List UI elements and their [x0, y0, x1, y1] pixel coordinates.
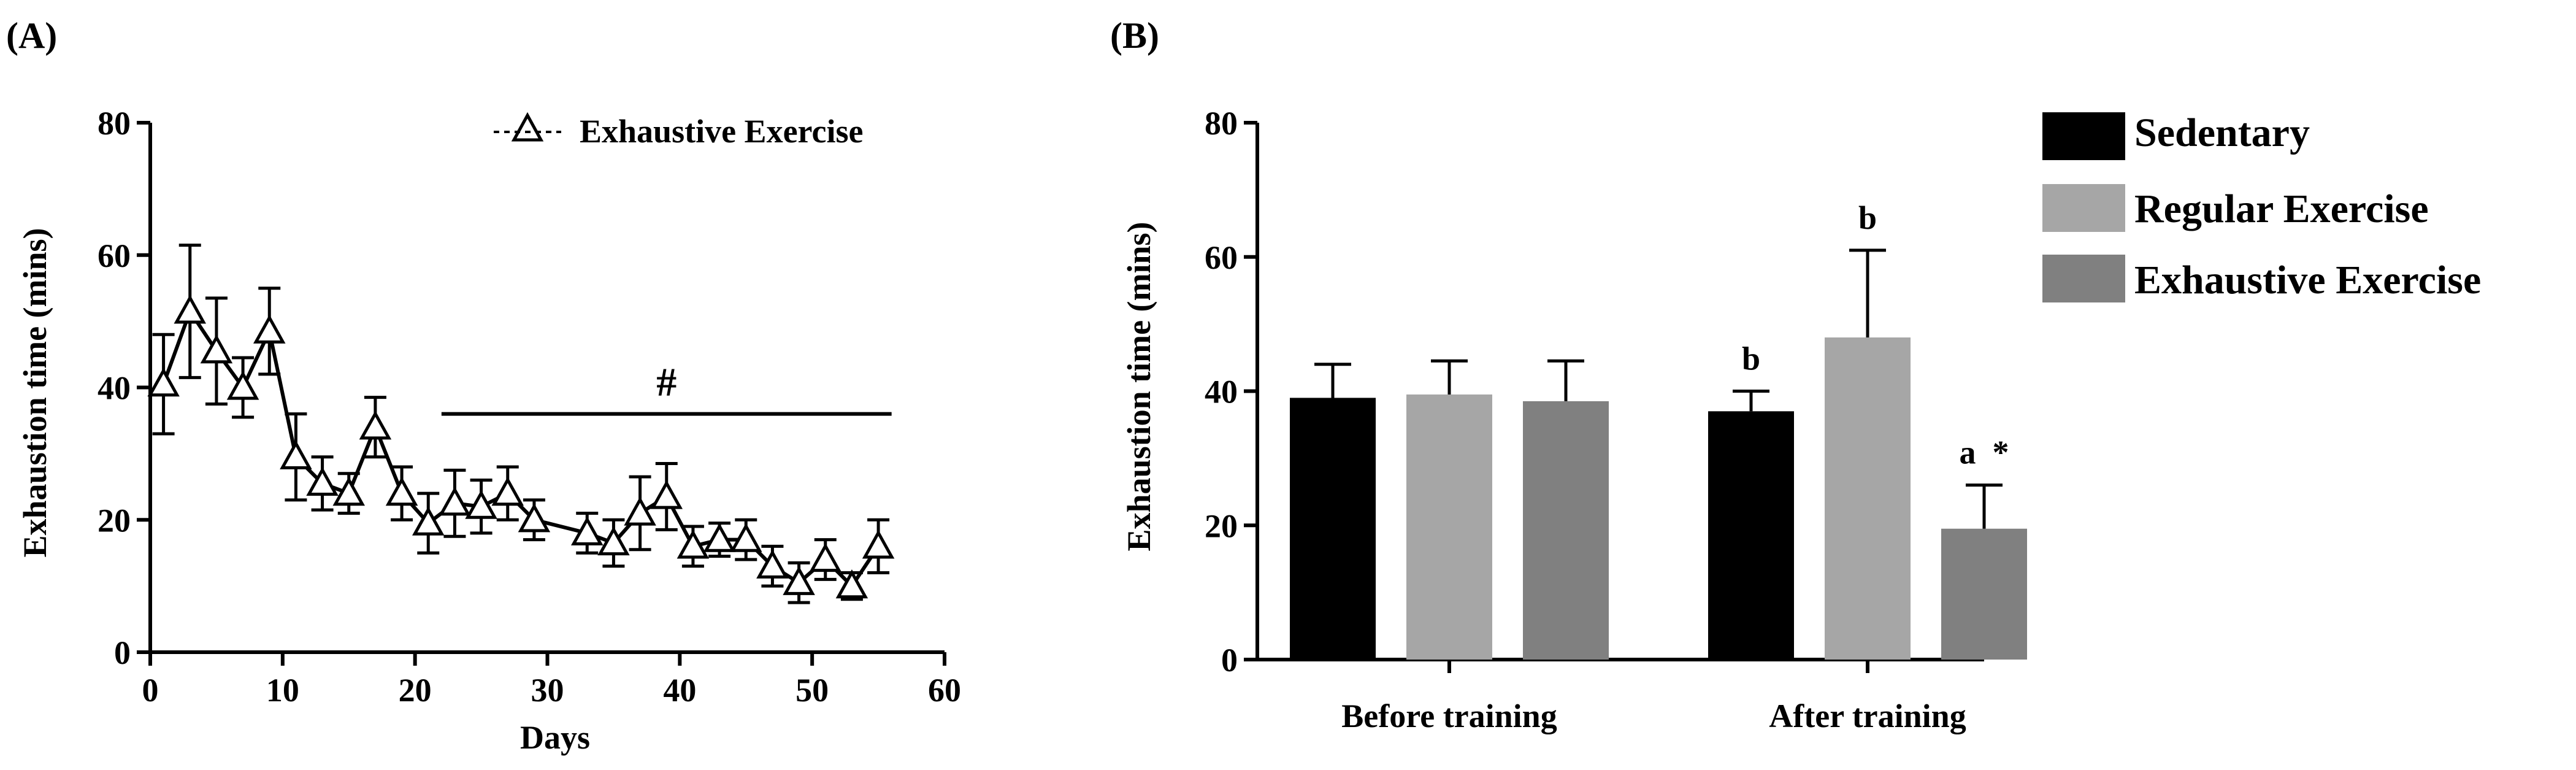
panel-b-legend: Sedentary Regular Exercise Exhaustive Ex… — [2042, 110, 2481, 302]
data-point — [174, 295, 206, 324]
legend-label-exhaustive-exercise-b: Exhaustive Exercise — [2134, 258, 2481, 302]
data-point — [147, 367, 180, 397]
data-point — [332, 476, 365, 506]
data-point — [465, 490, 497, 519]
y-tick-label: 0 — [1221, 642, 1238, 679]
data-point — [226, 371, 259, 400]
data-point — [809, 542, 841, 572]
panel-a-series — [147, 244, 895, 604]
x-tick-label: 60 — [928, 672, 961, 709]
category-label-before-training: Before training — [1341, 698, 1557, 734]
legend-swatch-sedentary — [2042, 112, 2125, 160]
panel-a-y-axis-label: Exhaustion time (mins) — [17, 228, 53, 557]
data-point — [439, 487, 471, 516]
y-tick-label: 40 — [1205, 374, 1238, 410]
data-point — [306, 466, 339, 496]
panel-a-label: (A) — [6, 15, 57, 56]
panel-b-label: (B) — [1110, 15, 1159, 56]
data-point — [677, 529, 710, 559]
y-tick-label: 20 — [98, 502, 131, 539]
data-point — [412, 506, 445, 536]
data-point — [280, 440, 312, 469]
legend-label-regular-exercise: Regular Exercise — [2134, 187, 2429, 231]
y-tick-label: 20 — [1205, 507, 1238, 544]
data-point — [359, 410, 392, 440]
data-point — [385, 476, 418, 506]
data-point — [571, 516, 604, 545]
data-point — [783, 566, 815, 595]
significance-label: b — [1858, 199, 1877, 236]
legend-label-sedentary: Sedentary — [2134, 110, 2310, 155]
significance-label: a * — [1960, 434, 2009, 471]
y-tick-label: 40 — [98, 370, 131, 407]
significance-label: b — [1742, 341, 1760, 377]
y-tick-label: 60 — [98, 237, 131, 274]
y-tick-label: 80 — [1205, 105, 1238, 142]
category-label-after-training: After training — [1769, 698, 1966, 734]
legend-swatch-regular-exercise — [2042, 184, 2125, 232]
panel-a-annotation: # — [441, 360, 892, 416]
panel-b-y-axis-label: Exhaustion time (mins) — [1121, 221, 1157, 551]
bar-sedentary-after-training — [1708, 411, 1794, 660]
bar-exhaustive-exercise-after-training — [1941, 528, 2027, 660]
data-point — [491, 476, 524, 506]
x-tick-label: 10 — [266, 672, 299, 709]
y-tick-label: 0 — [114, 634, 131, 671]
legend-swatch-exhaustive-exercise — [2042, 255, 2125, 302]
data-point — [703, 523, 736, 552]
data-point — [730, 523, 762, 552]
x-tick-label: 30 — [531, 672, 564, 709]
data-point — [862, 529, 895, 559]
bar-exhaustive-exercise-before-training — [1523, 401, 1609, 660]
data-point — [650, 480, 683, 509]
bar-sedentary-before-training — [1290, 398, 1376, 660]
data-point — [756, 549, 789, 579]
data-point — [624, 496, 656, 526]
panel-a-ticks: 0 20 40 60 80 0 10 20 30 40 50 60 — [98, 105, 961, 709]
bar-regular-exercise-before-training — [1406, 394, 1492, 660]
triangle-icon — [511, 112, 544, 142]
x-tick-label: 50 — [795, 672, 829, 709]
data-point — [518, 503, 551, 533]
panel-b-ticks: 0 20 40 60 80 Before training After training — [1205, 105, 1966, 734]
legend-label-exhaustive-exercise: Exhaustive Exercise — [580, 113, 863, 150]
data-point — [253, 314, 286, 344]
data-point — [200, 334, 233, 364]
panel-a-x-axis-label: Days — [520, 719, 590, 756]
significance-hash: # — [656, 360, 677, 405]
data-point — [597, 526, 630, 556]
x-tick-label: 0 — [142, 672, 159, 709]
data-point — [835, 569, 868, 599]
x-tick-label: 20 — [399, 672, 432, 709]
panel-b: (B) Exhaustion time (mins) 0 20 40 60 80 Befo… — [1110, 15, 2481, 734]
panel-b-bars: b b a * — [1290, 199, 2027, 660]
panel-a-legend: Exhaustive Exercise — [494, 112, 863, 150]
y-tick-label: 60 — [1205, 239, 1238, 276]
panel-a: (A) Exhaustion time (mins) Days 0 20 40 60 8… — [6, 15, 961, 756]
bar-regular-exercise-after-training — [1825, 337, 1911, 660]
y-tick-label: 80 — [98, 105, 131, 142]
x-tick-label: 40 — [663, 672, 696, 709]
